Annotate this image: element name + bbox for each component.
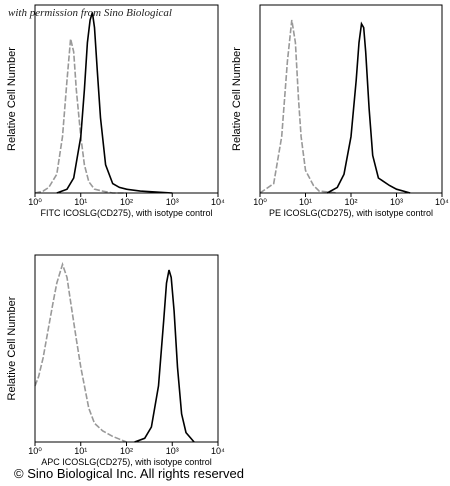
x-tick-label: 10³ xyxy=(166,446,179,456)
copyright: © Sino Biological Inc. All rights reserv… xyxy=(14,466,244,481)
x-tick-label: 10² xyxy=(344,197,357,207)
y-axis-label: Relative Cell Number xyxy=(231,47,243,151)
x-axis-label: APC ICOSLG(CD275), with isotype control xyxy=(41,457,212,467)
y-axis-label: Relative Cell Number xyxy=(6,296,18,400)
plot-frame xyxy=(259,4,443,194)
x-tick-label: 10⁰ xyxy=(253,197,267,207)
x-tick-label: 10⁰ xyxy=(28,197,42,207)
x-tick-label: 10⁴ xyxy=(211,446,225,456)
x-tick-label: 10¹ xyxy=(74,197,87,207)
watermark: with permission from Sino Biological xyxy=(8,7,172,19)
x-tick-label: 10⁴ xyxy=(211,197,225,207)
histogram-curve xyxy=(34,38,127,194)
histogram-curve xyxy=(56,12,173,194)
histogram-curve xyxy=(134,269,195,443)
x-tick-label: 10² xyxy=(120,446,133,456)
plot-frame xyxy=(34,4,219,194)
x-axis-label: FITC ICOSLG(CD275), with isotype control xyxy=(40,208,212,218)
histogram-curve xyxy=(34,261,127,443)
x-tick-label: 10⁰ xyxy=(28,446,42,456)
histogram-curve xyxy=(326,21,411,194)
x-tick-label: 10¹ xyxy=(74,446,87,456)
x-tick-label: 10³ xyxy=(390,197,403,207)
x-tick-label: 10³ xyxy=(166,197,179,207)
histogram-curve xyxy=(259,19,338,194)
x-tick-label: 10⁴ xyxy=(435,197,449,207)
x-tick-label: 10² xyxy=(120,197,133,207)
plot-frame xyxy=(34,254,219,443)
x-axis-label: PE ICOSLG(CD275), with isotype control xyxy=(269,208,433,218)
y-axis-label: Relative Cell Number xyxy=(6,47,18,151)
x-tick-label: 10¹ xyxy=(299,197,312,207)
